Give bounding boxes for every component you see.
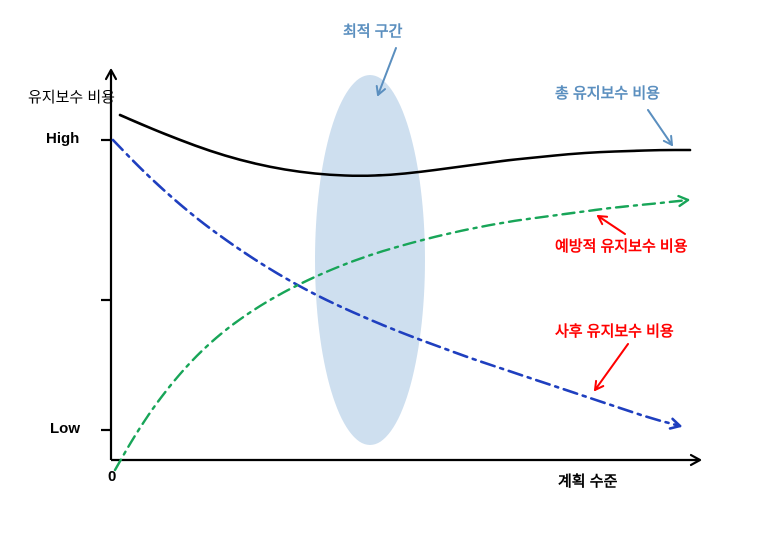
annotation-reactive: 사후 유지보수 비용 bbox=[555, 320, 674, 341]
origin-label: 0 bbox=[108, 468, 116, 485]
x-axis-label: 계획 수준 bbox=[558, 470, 617, 491]
y-axis-label: 유지보수 비용 bbox=[28, 86, 115, 107]
tick-low: Low bbox=[50, 420, 80, 437]
annotation-optimal: 최적 구간 bbox=[343, 20, 402, 41]
annotation-total: 총 유지보수 비용 bbox=[555, 82, 660, 103]
maintenance-cost-chart: 유지보수 비용 High Low 0 계획 수준 최적 구간 총 유지보수 비용… bbox=[0, 0, 765, 535]
tick-high: High bbox=[46, 130, 79, 147]
chart-svg bbox=[0, 0, 765, 535]
annotation-preventive: 예방적 유지보수 비용 bbox=[555, 235, 688, 256]
